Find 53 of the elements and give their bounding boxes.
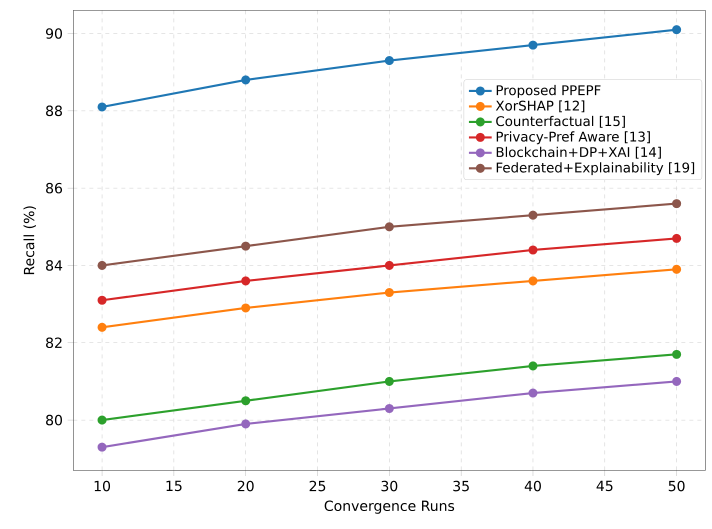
x-tick-label: 10: [94, 480, 110, 492]
point: [98, 102, 107, 112]
legend-label: XorSHAP [12]: [496, 100, 584, 112]
point: [528, 210, 538, 220]
x-tick-label: 25: [310, 480, 326, 492]
x-tick-label: 40: [524, 480, 541, 492]
point: [672, 234, 682, 243]
point: [241, 303, 250, 313]
legend-label: Counterfactual [15]: [496, 116, 625, 128]
point: [528, 361, 538, 370]
point: [384, 404, 394, 414]
x-tick-label: 45: [596, 480, 612, 492]
point: [241, 419, 250, 428]
y-tick-label: 80: [46, 414, 62, 426]
point: [241, 276, 250, 286]
y-tick-label: 90: [46, 28, 62, 39]
point: [98, 442, 107, 452]
point: [384, 56, 394, 66]
point: [528, 40, 538, 50]
point: [384, 260, 394, 270]
point: [672, 376, 682, 386]
point: [241, 242, 250, 251]
y-axis-title: Recall (%): [24, 206, 36, 274]
point: [384, 288, 394, 298]
legend-label: Blockchain+DP+XAI [14]: [496, 146, 661, 159]
point: [98, 260, 107, 270]
point: [241, 75, 250, 84]
x-tick-label: 50: [668, 480, 685, 492]
point: [241, 396, 250, 406]
point: [672, 25, 682, 34]
y-tick-label: 88: [46, 106, 62, 116]
x-tick-label: 20: [238, 480, 254, 492]
legend-label: Proposed PPEPF: [496, 84, 601, 98]
point: [98, 296, 107, 305]
x-tick-label: 35: [453, 480, 469, 492]
y-tick-label: 82: [46, 337, 62, 348]
legend-label: Privacy-Pref Aware [13]: [496, 131, 650, 144]
y-tick-label: 84: [46, 260, 62, 271]
x-axis-title: Convergence Runs: [324, 500, 454, 514]
point: [384, 222, 394, 232]
point: [672, 199, 682, 208]
point: [528, 276, 538, 286]
x-tick-label: 30: [382, 480, 398, 492]
x-tick-label: 15: [166, 480, 182, 492]
point: [384, 376, 394, 386]
point: [98, 416, 107, 425]
point: [528, 245, 538, 255]
point: [672, 264, 682, 274]
y-tick-label: 86: [46, 182, 62, 194]
legend-label: Federated+Explainability [19]: [496, 162, 694, 176]
point: [98, 322, 107, 332]
point: [528, 388, 538, 398]
point: [672, 350, 682, 359]
